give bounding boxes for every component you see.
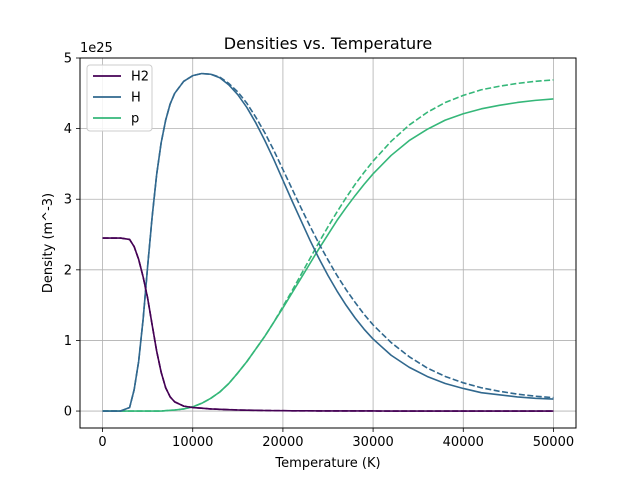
- y-tick-label: 1: [64, 334, 72, 349]
- x-axis-label: Temperature (K): [274, 456, 380, 471]
- x-tick-label: 30000: [352, 435, 393, 450]
- x-axis-ticks: 0 10000 20000 30000 40000 50000: [98, 428, 574, 450]
- y-tick-label: 5: [64, 52, 72, 67]
- y-axis-ticks: 0 1 2 3 4 5: [64, 52, 80, 420]
- plot-frame: [79, 57, 577, 429]
- y-tick-label: 4: [64, 122, 72, 137]
- legend-label-h: H: [131, 91, 141, 106]
- x-tick-label: 0: [98, 435, 106, 450]
- legend-label-h2: H2: [131, 70, 149, 85]
- series-line-p-dashed: [102, 79, 554, 412]
- grid-lines: [80, 57, 576, 428]
- x-tick-label: 20000: [262, 435, 303, 450]
- legend-label-p: p: [131, 112, 139, 127]
- y-tick-label: 0: [64, 405, 72, 420]
- x-tick-label: 50000: [533, 435, 574, 450]
- y-axis-label: Density (m^-3): [41, 193, 56, 293]
- series-line-h: [102, 72, 554, 412]
- y-tick-label: 3: [64, 193, 72, 208]
- legend: H2 Hp: [86, 64, 153, 132]
- series-line-h2-dashed: [102, 237, 554, 412]
- legend-box: [86, 64, 153, 132]
- series-line-h-dashed: [102, 72, 554, 412]
- y-offset-label: 1e25: [80, 41, 113, 56]
- series-lines: [102, 72, 554, 412]
- x-tick-label: 40000: [443, 435, 484, 450]
- x-tick-label: 10000: [172, 435, 213, 450]
- chart-title: Densities vs. Temperature: [224, 34, 432, 53]
- y-tick-label: 2: [64, 263, 72, 278]
